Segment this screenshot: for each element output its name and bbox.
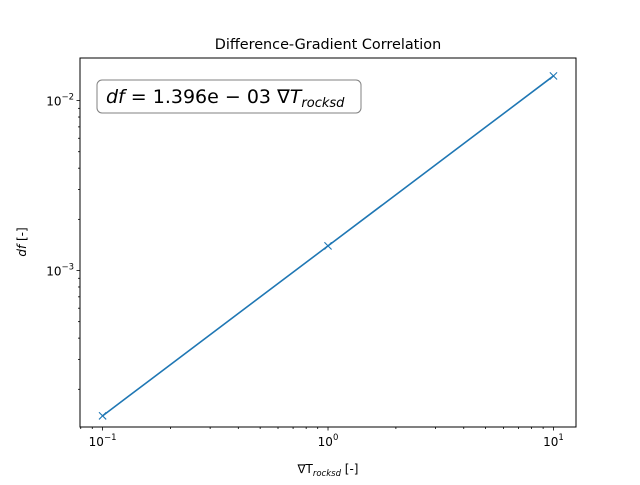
annotation-var: ∇T [276,86,303,108]
axes-frame [79,57,577,428]
x-axis-label: ∇Trocksd [-] [297,462,359,479]
x-axis-subscript: rocksd [313,469,342,479]
y-tick-label: 10−3 [46,263,74,279]
annotation-lhs: df [106,86,128,108]
x-axis-symbol: ∇T [297,462,314,476]
y-tick-label: 10−2 [46,93,74,109]
annotation-sub: rocksd [301,96,345,111]
equation-annotation: df = 1.396e − 03 ∇Trocksd [96,79,362,114]
y-axis-unit: [-] [15,227,29,245]
y-axis-label: df [-] [15,227,29,256]
y-axis-symbol: df [15,243,29,257]
data-point-marker [98,411,107,420]
annotation-equals: = [125,86,153,108]
data-point-marker [324,241,333,250]
x-tick-label: 10−1 [89,433,117,449]
chart-title: Difference-Gradient Correlation [215,37,441,53]
x-axis-unit: [-] [341,462,359,476]
x-tick-label: 100 [318,433,339,449]
annotation-coef: 1.396e − 03 [153,86,277,108]
data-point-marker [549,71,558,80]
tick-labels: 10−1 100 101 10−3 10−2 [46,93,564,449]
series-layer [98,71,558,420]
annotation-border [96,79,362,114]
major-ticks [76,100,554,431]
x-tick-label: 101 [543,433,564,449]
annotation-text: df = 1.396e − 03 ∇Trocksd [106,86,345,111]
